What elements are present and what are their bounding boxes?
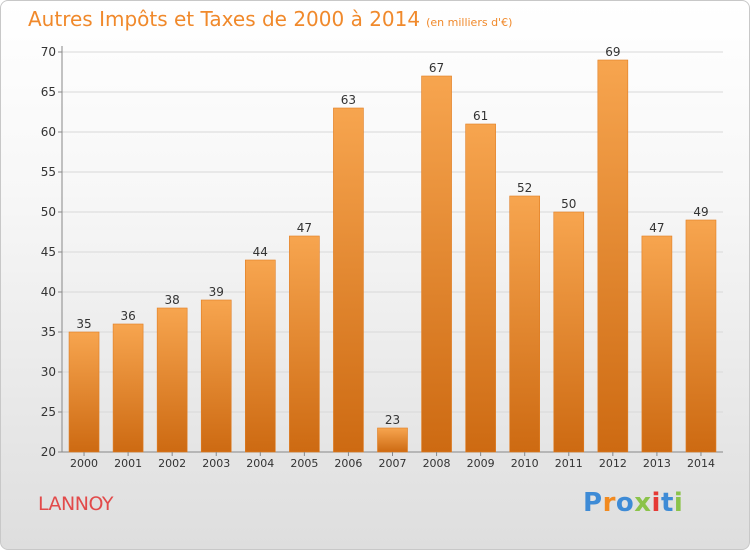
bar [156, 307, 188, 453]
y-tick-label: 20 [41, 445, 56, 459]
y-tick-label: 40 [41, 285, 56, 299]
y-tick-label: 55 [41, 165, 56, 179]
x-tick-label: 2004 [246, 457, 274, 470]
y-tick-label: 50 [41, 205, 56, 219]
x-tick-label: 2014 [687, 457, 715, 470]
y-tick-label: 70 [41, 45, 56, 59]
logo-letter: o [615, 488, 635, 518]
proxiti-logo: Proxiti [583, 488, 683, 518]
bar [421, 75, 452, 453]
y-tick-labels: 20 25 30 35 40 45 50 55 60 65 70 [41, 45, 62, 459]
logo-letter: P [583, 488, 603, 518]
x-tick-label: 2007 [379, 457, 407, 470]
x-tick-label: 2013 [643, 457, 671, 470]
x-tick-label: 2000 [70, 457, 98, 470]
y-tick-label: 25 [41, 405, 56, 419]
x-tick-label: 2001 [114, 457, 142, 470]
bar [553, 211, 585, 453]
bar [509, 195, 541, 453]
data-label: 63 [341, 93, 356, 107]
data-label: 38 [165, 293, 180, 307]
place-name: LANNOY [38, 493, 113, 515]
data-label: 39 [209, 285, 224, 299]
x-tick-label: 2008 [423, 457, 451, 470]
x-tick-label: 2002 [158, 457, 186, 470]
data-label: 44 [253, 245, 268, 259]
y-tick-label: 35 [41, 325, 56, 339]
data-label: 47 [649, 221, 664, 235]
bar [200, 299, 232, 453]
chart-title-text: Autres Impôts et Taxes de 2000 à 2014 [28, 7, 421, 31]
y-tick-label: 45 [41, 245, 56, 259]
x-tick-labels: 2000 2001 2002 2003 2004 2005 2006 2007 2008 2009… [70, 452, 715, 470]
x-tick-label: 2012 [599, 457, 627, 470]
chart-subtitle: (en milliers d'€) [426, 16, 513, 29]
data-label: 67 [429, 61, 444, 75]
data-label: 36 [120, 309, 135, 323]
data-label: 23 [385, 413, 400, 427]
data-label: 49 [693, 205, 708, 219]
bar [112, 323, 144, 453]
data-label: 52 [517, 181, 532, 195]
logo-letter: x [634, 488, 652, 518]
bar [245, 259, 276, 453]
x-tick-label: 2009 [467, 457, 495, 470]
y-tick-label: 60 [41, 125, 56, 139]
x-tick-label: 2011 [555, 457, 583, 470]
y-tick-label: 30 [41, 365, 56, 379]
x-tick-label: 2010 [511, 457, 539, 470]
bar [377, 427, 408, 453]
bar [465, 123, 496, 453]
x-tick-label: 2005 [290, 457, 318, 470]
bars [68, 59, 717, 453]
bar [68, 331, 100, 453]
data-label: 61 [473, 109, 488, 123]
logo-letter: i [673, 488, 684, 518]
data-labels: 35 36 38 39 44 47 63 23 67 61 52 50 69 47 49 [76, 45, 708, 427]
bar [333, 107, 364, 453]
chart-title: Autres Impôts et Taxes de 2000 à 2014 (en… [28, 7, 512, 31]
logo-letter: t [660, 488, 674, 518]
data-label: 47 [297, 221, 312, 235]
data-label: 35 [76, 317, 91, 331]
data-label: 50 [561, 197, 576, 211]
logo-letter: i [651, 488, 661, 518]
data-label: 69 [605, 45, 620, 59]
y-tick-label: 65 [41, 85, 56, 99]
x-tick-label: 2003 [202, 457, 230, 470]
bar [641, 235, 673, 453]
x-tick-label: 2006 [334, 457, 362, 470]
bar [685, 219, 717, 453]
bar [597, 59, 629, 453]
bar [289, 235, 320, 453]
logo-letter: r [602, 488, 616, 518]
